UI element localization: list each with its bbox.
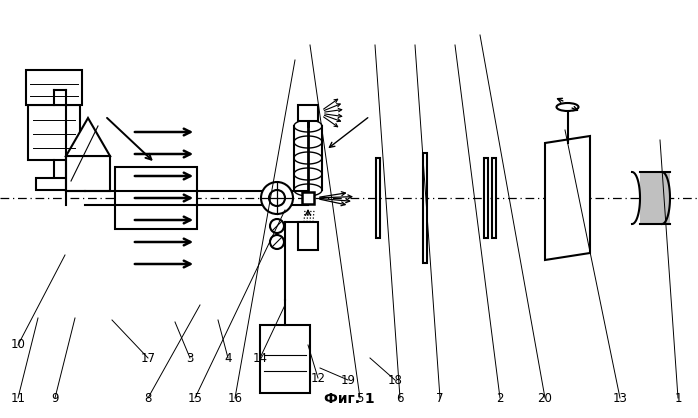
Text: 17: 17 (140, 352, 156, 364)
Text: 4: 4 (224, 352, 232, 364)
Bar (484, 158, 488, 238)
Text: 15: 15 (188, 392, 202, 405)
Bar (376, 158, 380, 238)
Text: 13: 13 (613, 392, 628, 405)
Text: 2: 2 (496, 392, 504, 405)
Bar (423, 153, 427, 263)
Bar (260, 325, 310, 393)
Bar (36, 178, 72, 190)
Text: 1: 1 (674, 392, 682, 405)
Text: 5: 5 (356, 392, 364, 405)
Bar (298, 222, 318, 250)
Text: 20: 20 (537, 392, 552, 405)
Bar (298, 105, 318, 121)
Ellipse shape (556, 103, 579, 111)
Ellipse shape (269, 190, 285, 206)
Bar (640, 172, 670, 224)
Text: Фиг. 1: Фиг. 1 (324, 392, 374, 406)
Text: 6: 6 (396, 392, 403, 405)
Text: 19: 19 (341, 374, 355, 387)
Text: 9: 9 (51, 392, 59, 405)
Text: 16: 16 (228, 392, 242, 405)
Text: 12: 12 (311, 372, 325, 385)
Ellipse shape (270, 235, 284, 249)
Polygon shape (66, 118, 110, 156)
Bar (26, 70, 82, 105)
Bar (115, 167, 197, 229)
Ellipse shape (270, 219, 284, 233)
Ellipse shape (261, 182, 293, 214)
Text: 18: 18 (387, 374, 403, 387)
Text: 14: 14 (253, 352, 267, 364)
Text: 8: 8 (144, 392, 151, 405)
Bar (66, 156, 110, 191)
Bar (492, 158, 496, 238)
Text: 11: 11 (10, 392, 26, 405)
Text: 10: 10 (10, 339, 25, 352)
Text: 7: 7 (436, 392, 444, 405)
Bar (302, 192, 314, 204)
Polygon shape (545, 136, 590, 260)
Text: 3: 3 (186, 352, 193, 364)
Bar (28, 105, 80, 160)
